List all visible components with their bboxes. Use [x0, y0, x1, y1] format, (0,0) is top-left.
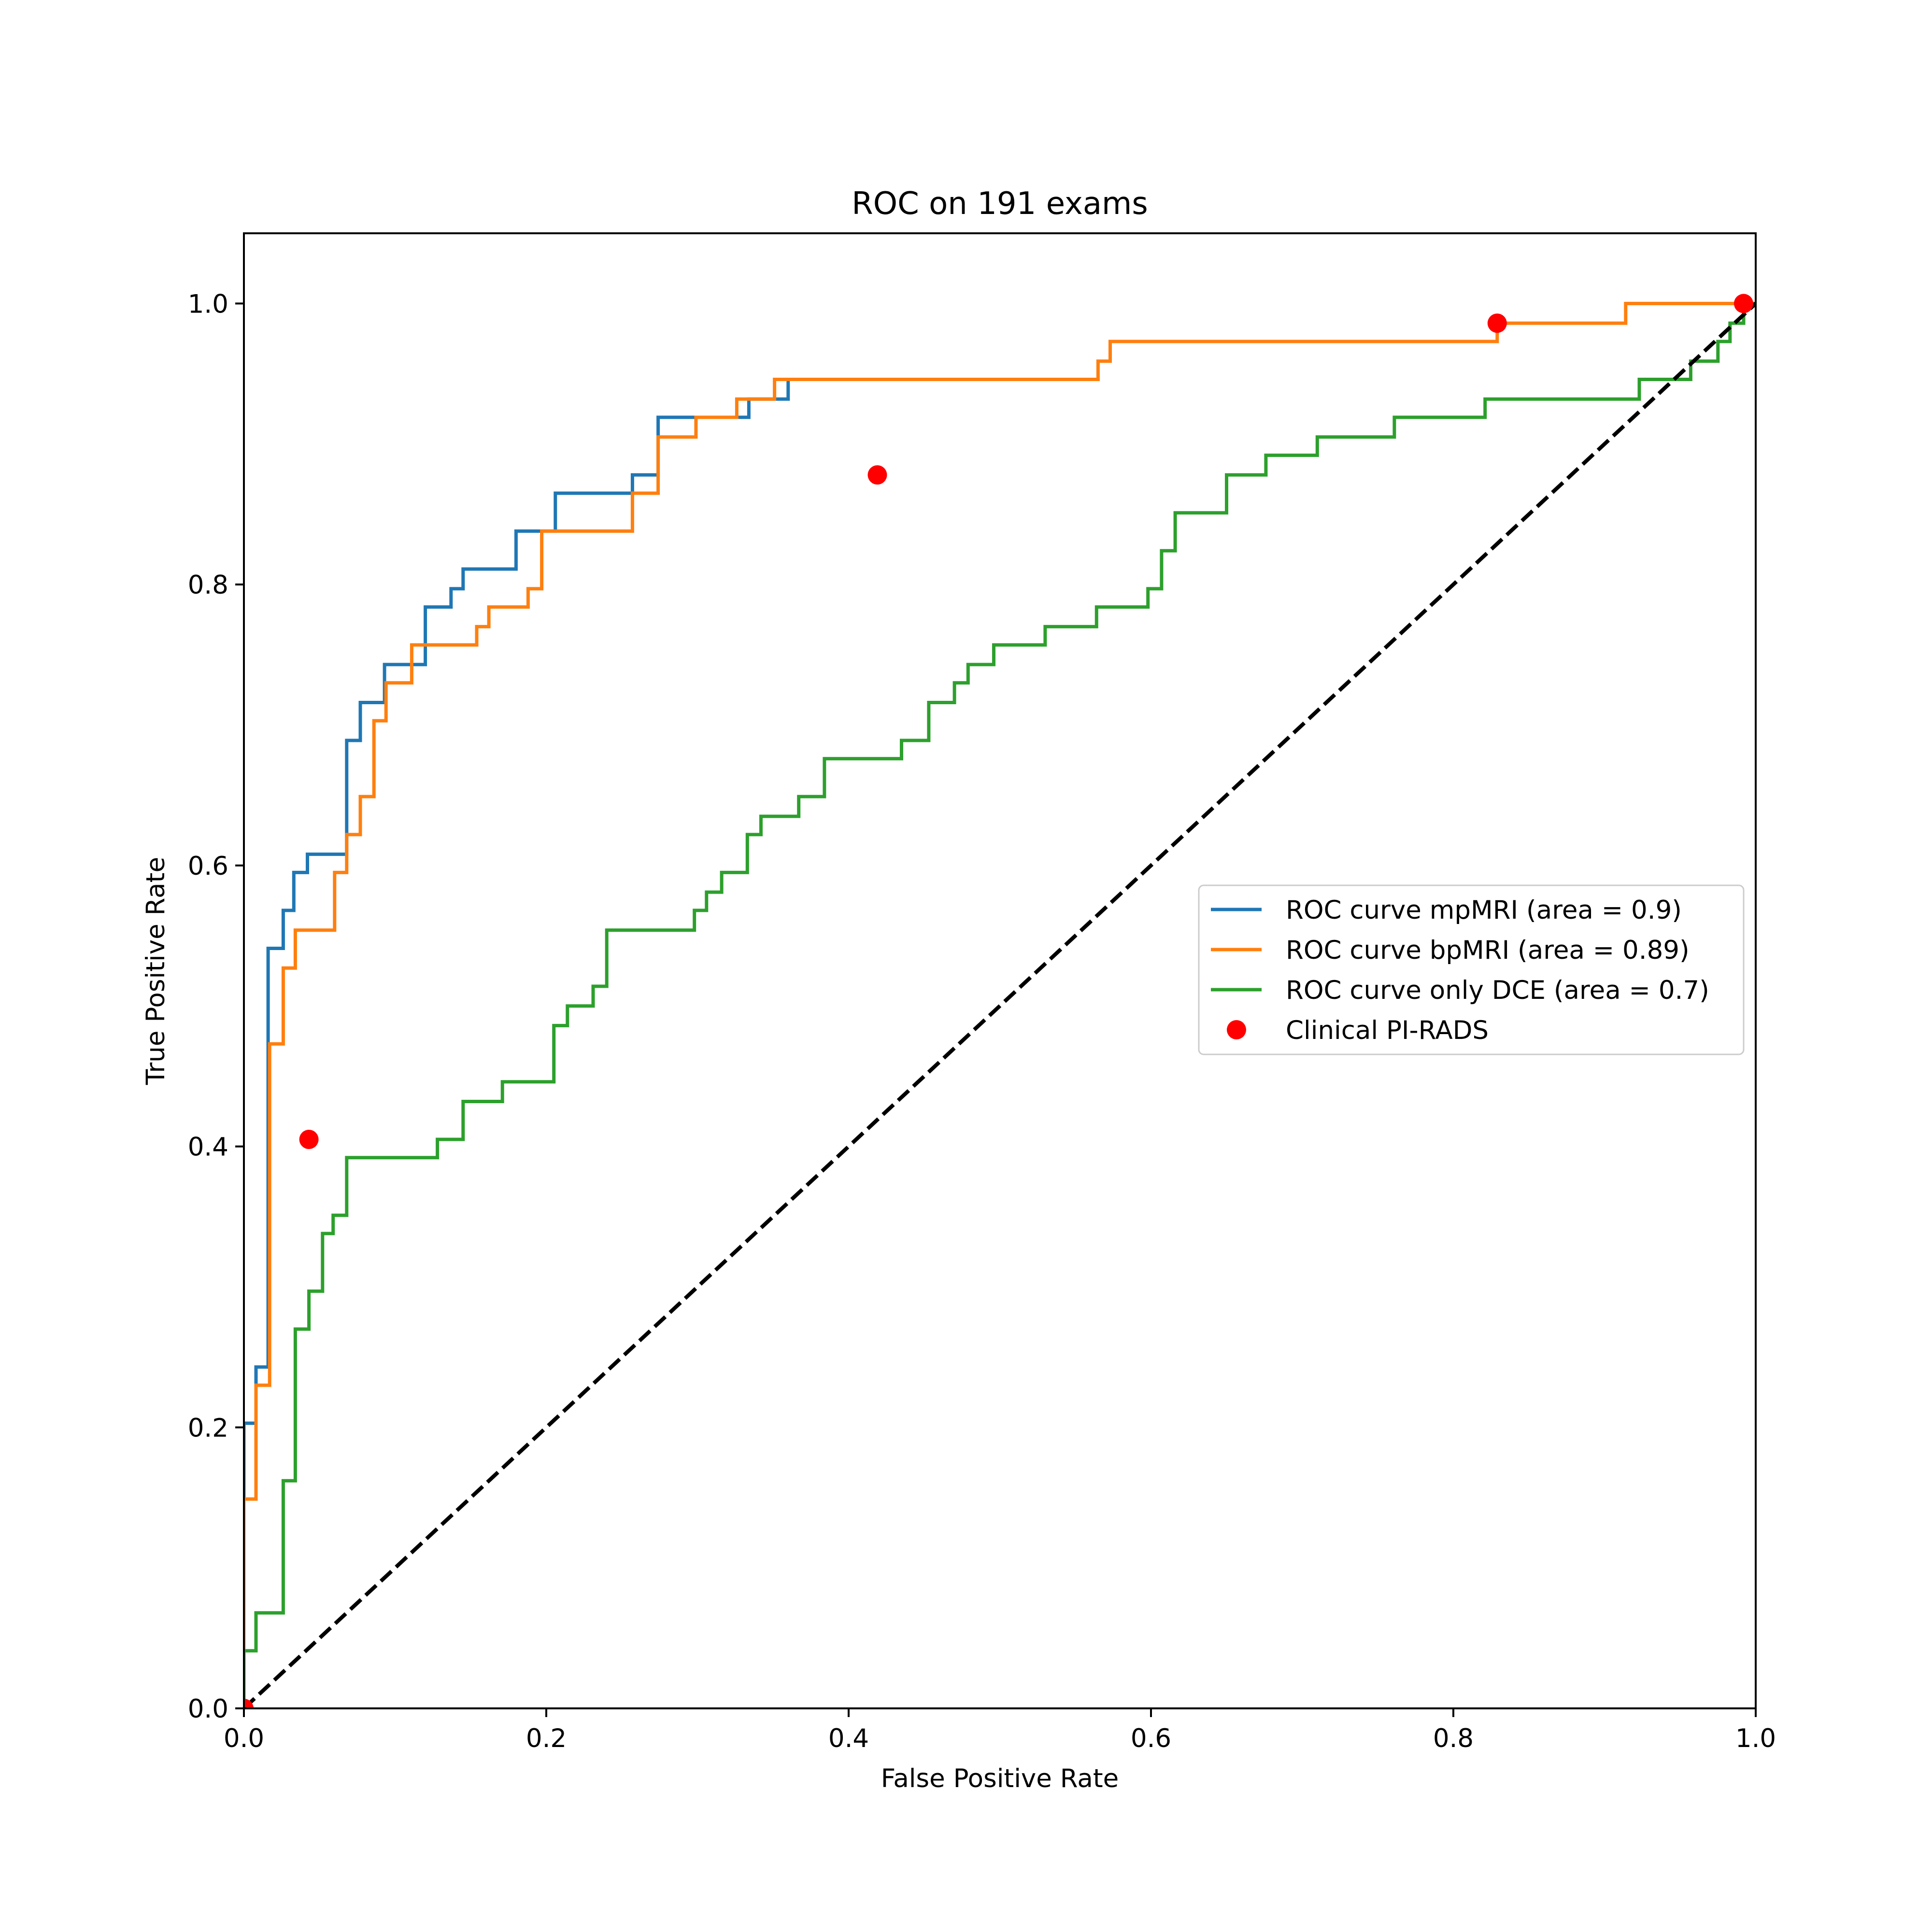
legend: ROC curve mpMRI (area = 0.9) ROC curve bp…: [1198, 884, 1745, 1055]
chart-title: ROC on 191 exams: [852, 186, 1148, 222]
pirads-point-3: [867, 465, 887, 485]
x-tick-label: 0.2: [526, 1724, 567, 1753]
legend-label: ROC curve mpMRI (area = 0.9): [1286, 895, 1682, 925]
y-tick-label: 0.6: [188, 852, 228, 881]
y-tick-label: 0.8: [188, 570, 228, 600]
series-line-3: [244, 301, 1756, 1708]
x-tick-label: 0.4: [828, 1724, 869, 1753]
series-lines: [244, 294, 1756, 1708]
y-tick-label: 0.2: [188, 1413, 228, 1443]
pirads-point-2: [299, 1130, 319, 1150]
x-tick-label: 0.0: [224, 1724, 264, 1753]
legend-marker: [1227, 1020, 1246, 1039]
y-axis-label: True Positive Rate: [141, 857, 170, 1085]
legend-label: Clinical PI-RADS: [1286, 1016, 1489, 1045]
x-tick-label: 0.8: [1433, 1724, 1474, 1753]
x-axis-label: False Positive Rate: [881, 1764, 1119, 1793]
plot-area: [244, 294, 1756, 1708]
y-tick-label: 1.0: [188, 289, 228, 319]
chance-diagonal-line: [244, 302, 1756, 1708]
pirads-point-5: [1733, 294, 1753, 313]
y-tick-label: 0.0: [188, 1694, 228, 1724]
series-line-2: [244, 301, 1756, 1708]
legend-label: ROC curve only DCE (area = 0.7): [1286, 976, 1709, 1005]
axes-frame: [243, 232, 1757, 1709]
pirads-point-4: [1487, 313, 1507, 333]
pirads-point-1: [244, 1699, 254, 1708]
legend-label: ROC curve bpMRI (area = 0.89): [1286, 936, 1690, 965]
x-tick-label: 1.0: [1735, 1724, 1776, 1753]
legend-box: [1198, 884, 1745, 1055]
y-tick-label: 0.4: [188, 1133, 228, 1162]
x-tick-label: 0.6: [1131, 1724, 1171, 1753]
axes: 0.0 0.2 0.4 0.6 0.8 1.0 0.0 0.2 0.4 0.6 0.8 1.0: [188, 232, 1776, 1753]
